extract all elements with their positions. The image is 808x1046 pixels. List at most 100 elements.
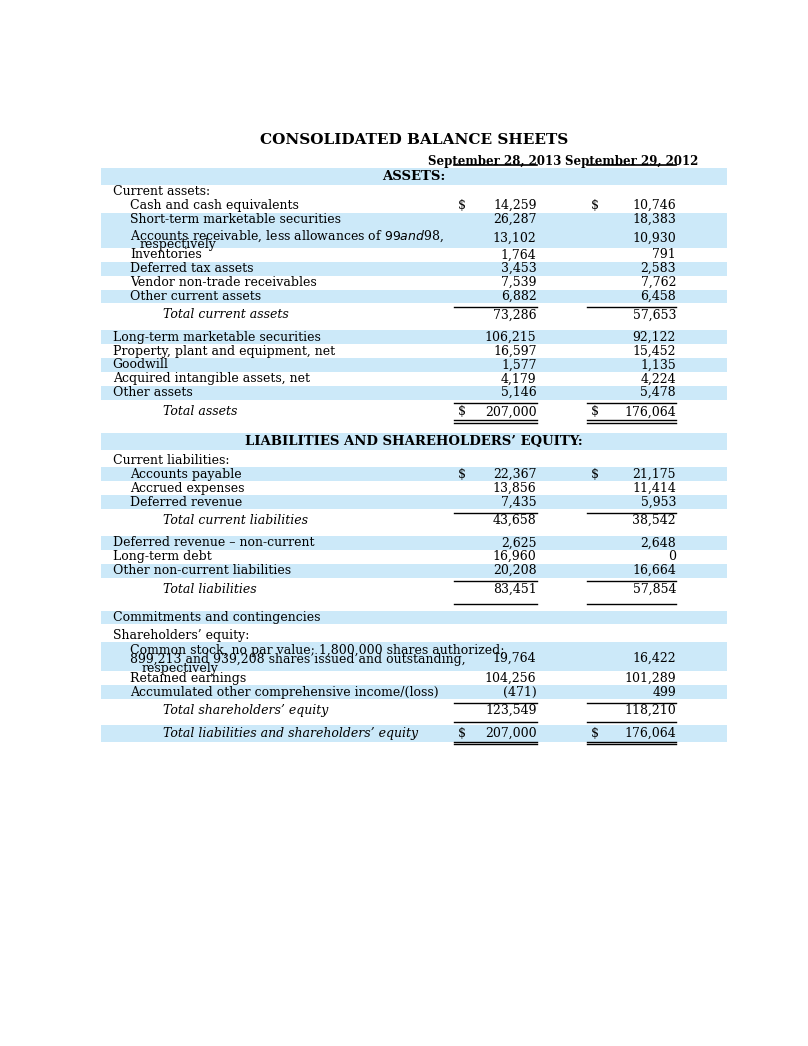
- Text: ASSETS:: ASSETS:: [382, 169, 446, 183]
- Text: 5,953: 5,953: [641, 496, 676, 508]
- Text: Deferred tax assets: Deferred tax assets: [130, 263, 254, 275]
- Bar: [101, 212, 727, 226]
- Text: 4,224: 4,224: [641, 372, 676, 385]
- Bar: [101, 611, 727, 624]
- Text: 16,597: 16,597: [493, 344, 537, 358]
- Text: Total liabilities and shareholders’ equity: Total liabilities and shareholders’ equi…: [163, 727, 418, 740]
- Text: $: $: [591, 727, 599, 740]
- Text: Retained earnings: Retained earnings: [130, 672, 246, 685]
- Text: September 29, 2012: September 29, 2012: [565, 155, 698, 167]
- Text: Commitments and contingencies: Commitments and contingencies: [112, 611, 320, 624]
- Bar: [101, 262, 727, 276]
- Text: Common stock, no par value; 1,800,000 shares authorized;: Common stock, no par value; 1,800,000 sh…: [130, 643, 505, 657]
- Text: 43,658: 43,658: [493, 514, 537, 527]
- Text: Deferred revenue – non-current: Deferred revenue – non-current: [112, 537, 314, 549]
- Text: Total current liabilities: Total current liabilities: [163, 514, 308, 527]
- Text: 5,146: 5,146: [501, 386, 537, 400]
- Text: Total assets: Total assets: [163, 406, 238, 418]
- Text: CONSOLIDATED BALANCE SHEETS: CONSOLIDATED BALANCE SHEETS: [260, 133, 568, 147]
- Bar: [101, 433, 727, 450]
- Text: 123,549: 123,549: [485, 704, 537, 718]
- Text: 1,577: 1,577: [501, 359, 537, 371]
- Text: Short-term marketable securities: Short-term marketable securities: [130, 213, 342, 226]
- Text: 207,000: 207,000: [485, 727, 537, 740]
- Bar: [101, 358, 727, 372]
- Text: LIABILITIES AND SHAREHOLDERS’ EQUITY:: LIABILITIES AND SHAREHOLDERS’ EQUITY:: [245, 435, 583, 448]
- Text: 1,135: 1,135: [640, 359, 676, 371]
- Text: Other assets: Other assets: [112, 386, 192, 400]
- Text: 16,422: 16,422: [633, 652, 676, 665]
- Text: Property, plant and equipment, net: Property, plant and equipment, net: [112, 344, 335, 358]
- Text: 207,000: 207,000: [485, 406, 537, 418]
- Text: 7,539: 7,539: [501, 276, 537, 289]
- Bar: [101, 495, 727, 509]
- Text: Other current assets: Other current assets: [130, 290, 262, 303]
- Text: Long-term marketable securities: Long-term marketable securities: [112, 331, 321, 344]
- Text: 10,930: 10,930: [633, 232, 676, 245]
- Text: 16,960: 16,960: [493, 550, 537, 563]
- Text: Inventories: Inventories: [130, 248, 202, 262]
- Bar: [101, 642, 727, 672]
- Text: $: $: [591, 468, 599, 481]
- Text: Accumulated other comprehensive income/(loss): Accumulated other comprehensive income/(…: [130, 686, 439, 699]
- Bar: [101, 725, 727, 742]
- Text: 499: 499: [652, 686, 676, 699]
- Text: 1,764: 1,764: [501, 248, 537, 262]
- Text: Current liabilities:: Current liabilities:: [112, 454, 229, 467]
- Text: 83,451: 83,451: [493, 583, 537, 595]
- Bar: [101, 685, 727, 699]
- Text: 176,064: 176,064: [625, 727, 676, 740]
- Text: 2,583: 2,583: [641, 263, 676, 275]
- Text: 791: 791: [652, 248, 676, 262]
- Text: 10,746: 10,746: [633, 199, 676, 212]
- Text: Accounts payable: Accounts payable: [130, 468, 242, 481]
- Text: 118,210: 118,210: [625, 704, 676, 718]
- Text: 14,259: 14,259: [493, 199, 537, 212]
- Text: 106,215: 106,215: [485, 331, 537, 344]
- Text: Goodwill: Goodwill: [112, 359, 169, 371]
- Text: 2,625: 2,625: [501, 537, 537, 549]
- Text: respectively: respectively: [141, 662, 218, 676]
- Text: Long-term debt: Long-term debt: [112, 550, 212, 563]
- Text: 3,453: 3,453: [501, 263, 537, 275]
- Text: 21,175: 21,175: [633, 468, 676, 481]
- Text: respectively: respectively: [140, 237, 217, 251]
- Text: 101,289: 101,289: [625, 672, 676, 685]
- Text: Total current assets: Total current assets: [163, 309, 288, 321]
- Text: Vendor non-trade receivables: Vendor non-trade receivables: [130, 276, 318, 289]
- Text: Shareholders’ equity:: Shareholders’ equity:: [112, 629, 249, 642]
- Text: 4,179: 4,179: [501, 372, 537, 385]
- Text: 73,286: 73,286: [493, 309, 537, 321]
- Text: 2,648: 2,648: [640, 537, 676, 549]
- Text: 5,478: 5,478: [641, 386, 676, 400]
- Bar: [101, 386, 727, 400]
- Text: 13,102: 13,102: [493, 232, 537, 245]
- Bar: [101, 331, 727, 344]
- Text: 6,882: 6,882: [501, 290, 537, 303]
- Text: 26,287: 26,287: [493, 213, 537, 226]
- Text: Accrued expenses: Accrued expenses: [130, 482, 245, 495]
- Text: Accounts receivable, less allowances of $99 and $98,: Accounts receivable, less allowances of …: [130, 229, 444, 244]
- Text: 15,452: 15,452: [633, 344, 676, 358]
- Text: $: $: [457, 727, 465, 740]
- Text: 7,435: 7,435: [501, 496, 537, 508]
- Text: 38,542: 38,542: [633, 514, 676, 527]
- Text: September 28, 2013: September 28, 2013: [428, 155, 562, 167]
- Text: 176,064: 176,064: [625, 406, 676, 418]
- Text: $: $: [457, 199, 465, 212]
- Text: Total shareholders’ equity: Total shareholders’ equity: [163, 704, 328, 718]
- Text: 57,653: 57,653: [633, 309, 676, 321]
- Text: 16,664: 16,664: [632, 564, 676, 577]
- Text: 19,764: 19,764: [493, 652, 537, 665]
- Text: $: $: [457, 406, 465, 418]
- Text: 0: 0: [668, 550, 676, 563]
- Text: $: $: [591, 199, 599, 212]
- Text: $: $: [457, 468, 465, 481]
- Text: 57,854: 57,854: [633, 583, 676, 595]
- Text: Current assets:: Current assets:: [112, 185, 210, 199]
- Text: 11,414: 11,414: [632, 482, 676, 495]
- Text: 13,856: 13,856: [493, 482, 537, 495]
- Text: 899,213 and 939,208 shares issued and outstanding,: 899,213 and 939,208 shares issued and ou…: [130, 653, 466, 666]
- Text: (471): (471): [503, 686, 537, 699]
- Text: Total liabilities: Total liabilities: [163, 583, 257, 595]
